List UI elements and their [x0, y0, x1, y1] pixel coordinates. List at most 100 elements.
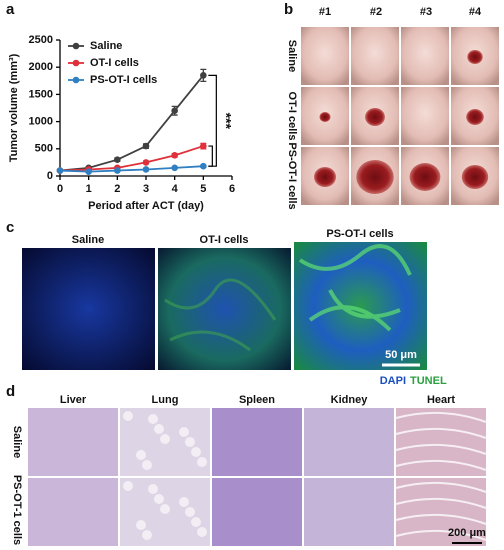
x-tick-label: 3 [143, 183, 149, 195]
significance-bracket [208, 145, 213, 167]
y-axis-label: Tumor volume (mm³) [8, 53, 20, 162]
data-point [114, 156, 121, 163]
panel-label: a [6, 1, 15, 18]
column-label: #1 [319, 6, 331, 18]
row-label: Saline [11, 426, 23, 458]
texture [191, 517, 201, 527]
histology-image [212, 478, 302, 546]
x-tick-label: 0 [57, 183, 63, 195]
texture [395, 443, 487, 455]
column-label: OT-I cells [200, 234, 249, 246]
texture [123, 411, 133, 421]
histology-image [28, 478, 118, 546]
data-point [114, 167, 121, 174]
tumor-wound [356, 160, 394, 194]
series-line [59, 74, 205, 172]
texture [179, 497, 189, 507]
scale-label: 50 μm [385, 349, 417, 361]
photo [351, 27, 399, 85]
x-tick-label: 5 [200, 183, 206, 195]
histology-image [212, 408, 302, 476]
texture [185, 507, 195, 517]
tumor-wound [319, 112, 331, 122]
texture [142, 460, 152, 470]
line-chart: 0 500 1000 1500 2000 2500 0 1 2 3 4 5 6 Period after … [8, 34, 235, 212]
legend-label: PS-OT-I cells [90, 74, 157, 86]
y-tick-label: 1500 [29, 88, 53, 100]
texture [395, 497, 487, 509]
texture [395, 529, 487, 541]
tumor-wound [467, 50, 483, 64]
photo [301, 27, 349, 85]
stain-label: TUNEL [410, 375, 447, 387]
data-point [171, 164, 178, 172]
texture [136, 450, 146, 460]
column-label: Lung [152, 394, 179, 406]
image [158, 248, 291, 370]
texture [395, 481, 487, 493]
data-point [85, 168, 92, 175]
y-tick-label: 2500 [29, 34, 53, 46]
tumor-photos: #1 #2 #3 #4 Saline OT-I cells PS-OT-I ce… [286, 6, 499, 210]
data-point [200, 142, 207, 150]
scale-label: 200 μm [448, 527, 486, 539]
image [22, 248, 155, 370]
texture [142, 530, 152, 540]
row-label: OT-I cells [286, 92, 298, 141]
data-point [142, 142, 150, 150]
tumor-wound [461, 165, 489, 189]
texture [160, 434, 170, 444]
data-point [171, 152, 178, 159]
column-label: Heart [427, 394, 455, 406]
legend-marker [72, 76, 80, 84]
row-label: PS-OT-1 cells [11, 475, 23, 545]
column-label: Spleen [239, 394, 275, 406]
significance-annotation: *** [219, 113, 235, 130]
data-point [56, 167, 64, 174]
y-tick-label: 1000 [29, 116, 53, 128]
legend-marker [72, 59, 80, 67]
texture [395, 411, 487, 423]
column-label: #2 [370, 6, 382, 18]
x-tick-label: 6 [229, 183, 235, 195]
texture [298, 244, 412, 332]
data-point [142, 166, 150, 173]
x-tick-label: 1 [86, 183, 92, 195]
fluorescence-panel: Saline OT-I cells PS-OT-I cells 50 μm DA… [22, 228, 447, 387]
data-point [171, 107, 178, 115]
texture [395, 427, 487, 439]
texture [164, 278, 277, 352]
tumor-wound [314, 167, 336, 187]
texture [197, 457, 207, 467]
data-point [200, 72, 207, 79]
x-tick-label: 2 [114, 183, 120, 195]
row-label: PS-OT-I cells [286, 142, 298, 209]
texture [148, 484, 158, 494]
x-tick-label: 4 [172, 183, 179, 195]
histology-image [304, 408, 394, 476]
column-label: #4 [469, 6, 482, 18]
panel-label: b [284, 1, 293, 18]
histology-image [304, 478, 394, 546]
data-point [142, 159, 150, 166]
x-axis-label: Period after ACT (day) [88, 200, 204, 212]
texture [197, 527, 207, 537]
column-label: PS-OT-I cells [326, 228, 393, 240]
texture [160, 504, 170, 514]
column-label: Kidney [331, 394, 369, 406]
texture [395, 513, 487, 525]
panel-label: d [6, 383, 15, 400]
legend-label: Saline [90, 40, 122, 52]
histology-panel: Liver Lung Spleen Kidney Heart Saline PS… [11, 394, 487, 546]
histology-image [28, 408, 118, 476]
tumor-wound [466, 109, 484, 125]
y-tick-label: 2000 [29, 61, 53, 73]
panel-label: c [6, 219, 14, 236]
y-tick-label: 500 [35, 143, 53, 155]
texture [136, 520, 146, 530]
legend-marker [72, 42, 80, 50]
column-label: Liver [60, 394, 87, 406]
column-label: Saline [72, 234, 104, 246]
series-line [59, 145, 204, 172]
